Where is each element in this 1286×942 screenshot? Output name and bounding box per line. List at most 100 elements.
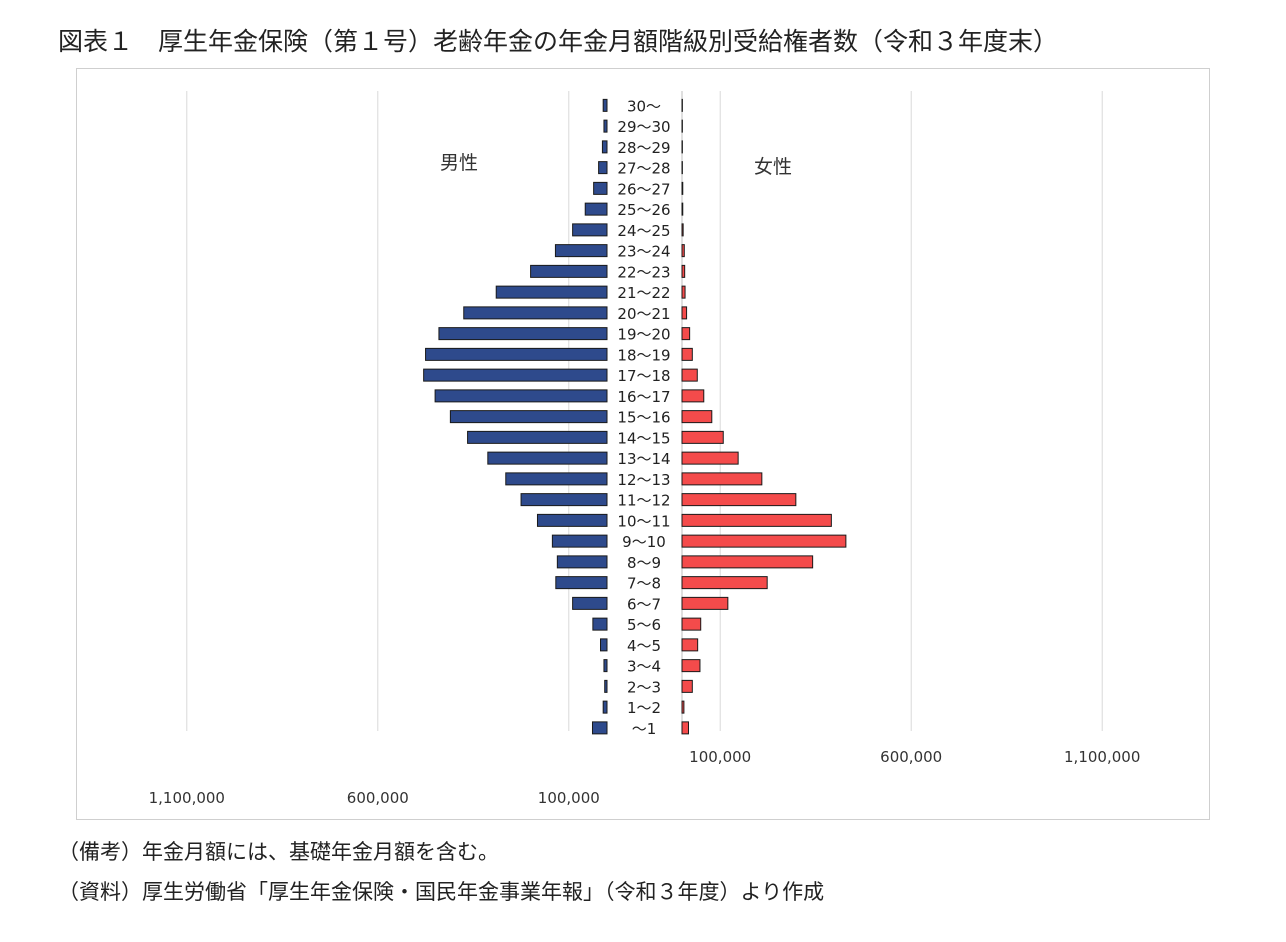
category-label: 27～28 — [617, 160, 670, 178]
category-label: 7～8 — [627, 575, 661, 593]
category-label: 24～25 — [617, 222, 670, 240]
male-bar — [520, 493, 608, 507]
male-bar — [572, 596, 608, 610]
category-label: 16～17 — [617, 388, 670, 406]
female-bar — [681, 576, 768, 590]
legend-male-label: 男性 — [440, 152, 478, 174]
male-bar — [598, 161, 608, 175]
category-label: 8～9 — [627, 554, 661, 572]
category-label: 14～15 — [617, 429, 670, 447]
female-bar — [681, 264, 686, 278]
tick-labels: 1,100,000 600,000 100,000 100,000 600,000 1,1… — [149, 748, 1141, 807]
x-tick-label-left: 600,000 — [347, 789, 409, 807]
category-label: ～1 — [632, 720, 657, 738]
category-label: 21～22 — [617, 284, 670, 302]
female-bar — [681, 244, 685, 258]
category-label: 15～16 — [617, 409, 670, 427]
category-label: 29～30 — [617, 118, 670, 136]
female-bar — [681, 347, 693, 361]
male-bar — [423, 368, 608, 382]
category-label: 5～6 — [627, 616, 661, 634]
x-tick-label-left: 1,100,000 — [149, 789, 225, 807]
legend-female-label: 女性 — [754, 156, 792, 178]
male-bar — [603, 119, 608, 133]
female-bar — [681, 721, 689, 735]
female-bar — [681, 410, 713, 424]
category-label: 12～13 — [617, 471, 670, 489]
female-bar — [681, 306, 688, 320]
female-bar — [681, 285, 686, 299]
female-bar — [681, 327, 691, 341]
male-bar — [572, 223, 608, 237]
category-label: 11～12 — [617, 492, 670, 510]
female-bar — [681, 513, 832, 527]
female-bar — [681, 368, 698, 382]
remark-note: （備考）年金月額には、基礎年金月額を含む。 — [58, 840, 499, 864]
male-bar — [603, 659, 608, 673]
category-label: 26～27 — [617, 180, 670, 198]
male-bar — [505, 472, 608, 486]
category-label: 17～18 — [617, 367, 670, 385]
category-label: 23～24 — [617, 243, 670, 261]
male-bar — [602, 98, 608, 112]
female-bar — [681, 638, 699, 652]
category-label: 4～5 — [627, 637, 661, 655]
male-bar — [487, 451, 608, 465]
female-bar — [681, 700, 685, 714]
chart-frame: 30～ 29～30 28～29 27～28 26～27 25～26 24～25 23～24 22… — [76, 68, 1210, 820]
male-bar — [555, 576, 608, 590]
female-bar — [681, 679, 693, 693]
male-bar — [449, 410, 608, 424]
category-label: 2～3 — [627, 678, 661, 696]
male-bar — [551, 534, 608, 548]
category-label: 1～2 — [627, 699, 661, 717]
female-bar — [681, 202, 684, 216]
female-bar — [681, 389, 705, 403]
male-bar — [602, 700, 608, 714]
category-labels: 30～ 29～30 28～29 27～28 26～27 25～26 24～25 23～24 22… — [617, 97, 670, 738]
male-bar — [467, 430, 608, 444]
female-bar — [681, 472, 763, 486]
female-bar — [681, 534, 847, 548]
female-bar — [681, 617, 702, 631]
category-label: 18～19 — [617, 346, 670, 364]
female-bar — [681, 181, 684, 195]
male-bar — [592, 617, 608, 631]
male-bar — [530, 264, 608, 278]
category-label: 28～29 — [617, 139, 670, 157]
category-label: 19～20 — [617, 326, 670, 344]
female-bar — [681, 430, 724, 444]
female-bar — [681, 659, 701, 673]
x-tick-label-left: 100,000 — [538, 789, 600, 807]
category-label: 20～21 — [617, 305, 670, 323]
female-bar — [681, 493, 797, 507]
source-note: （資料）厚生労働省「厚生年金保険・国民年金事業年報」（令和３年度）より作成 — [58, 880, 825, 904]
male-bar — [495, 285, 608, 299]
x-tick-label-right: 100,000 — [689, 748, 751, 766]
male-bar — [600, 638, 608, 652]
category-label: 3～4 — [627, 658, 661, 676]
category-label: 6～7 — [627, 595, 661, 613]
female-bar — [681, 451, 739, 465]
male-bar — [584, 202, 608, 216]
male-bar — [438, 327, 608, 341]
female-bar — [681, 223, 684, 237]
category-label: 25～26 — [617, 201, 670, 219]
male-bar — [604, 679, 608, 693]
pyramid-chart: 30～ 29～30 28～29 27～28 26～27 25～26 24～25 23～24 22… — [149, 91, 1141, 807]
male-bar — [463, 306, 608, 320]
male-bar — [554, 244, 608, 258]
category-label: 10～11 — [617, 512, 670, 530]
male-bar — [601, 140, 608, 154]
category-label: 13～14 — [617, 450, 670, 468]
male-bar — [556, 555, 608, 569]
figure-title: 図表１ 厚生年金保険（第１号）老齢年金の年金月額階級別受給権者数（令和３年度末） — [58, 27, 1059, 56]
x-tick-label-right: 1,100,000 — [1064, 748, 1140, 766]
male-bar — [536, 513, 608, 527]
male-bar — [591, 721, 608, 735]
category-label: 9～10 — [622, 533, 666, 551]
category-label: 30～ — [627, 97, 661, 115]
x-tick-label-right: 600,000 — [880, 748, 942, 766]
male-bar — [593, 181, 608, 195]
male-bar — [425, 347, 608, 361]
